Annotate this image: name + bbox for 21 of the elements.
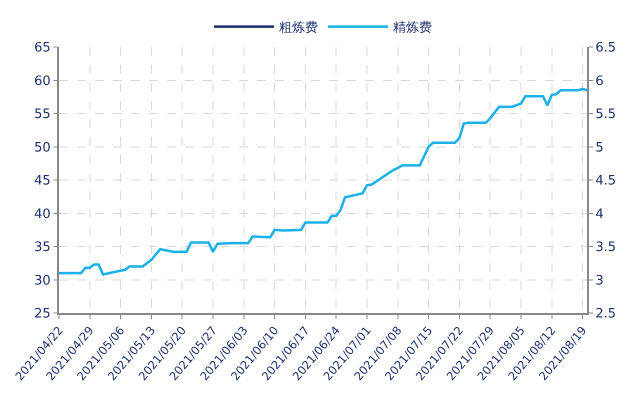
y2-tick-label: 4 — [595, 206, 604, 222]
y-tick-label: 35 — [34, 240, 51, 256]
y2-tick-label: 4.5 — [595, 174, 616, 189]
legend-label: 粗炼费 — [279, 20, 318, 36]
y2-tick-label: 3.5 — [595, 240, 616, 256]
y2-tick-label: 5.5 — [595, 107, 616, 122]
y-tick-label: 50 — [34, 140, 51, 156]
y-tick-label: 30 — [34, 273, 51, 288]
y2-tick-label: 6.5 — [595, 40, 616, 56]
y-tick-label: 25 — [34, 306, 51, 322]
y2-tick-label: 5 — [595, 140, 604, 156]
y2-tick-label: 3 — [595, 273, 604, 288]
y-tick-label: 55 — [34, 107, 51, 122]
y-tick-label: 65 — [34, 40, 51, 56]
legend-label: 精炼费 — [393, 20, 432, 36]
y-tick-label: 40 — [34, 206, 51, 222]
y2-tick-label: 2.5 — [595, 306, 616, 322]
line-series — [59, 88, 587, 276]
y2-tick-label: 6 — [595, 74, 604, 89]
y-tick-label: 45 — [34, 174, 51, 189]
y-tick-label: 60 — [34, 74, 51, 89]
